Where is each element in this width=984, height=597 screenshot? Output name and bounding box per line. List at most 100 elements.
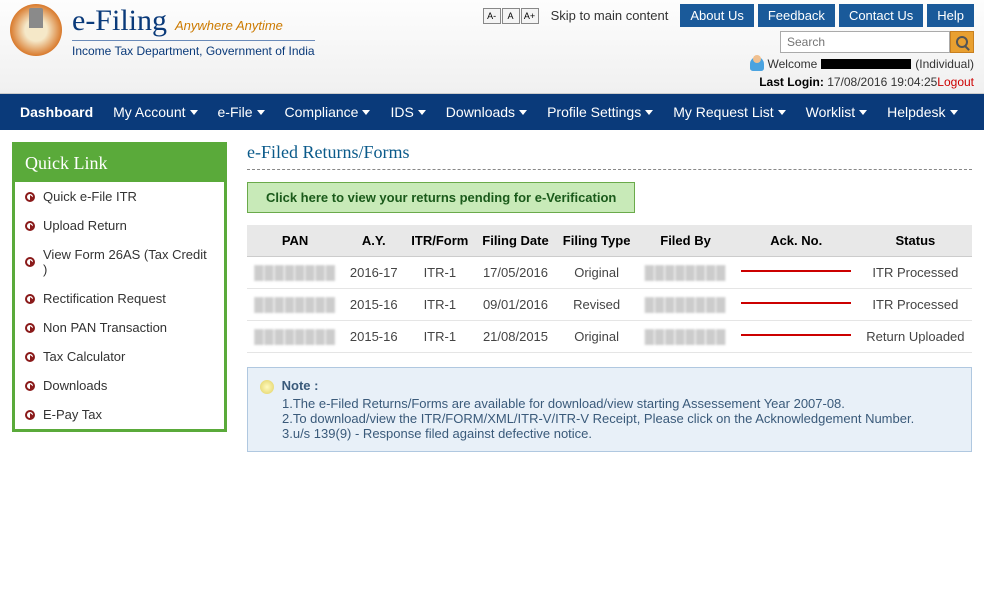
sidebar-title: Quick Link — [15, 145, 224, 182]
sidebar-item[interactable]: View Form 26AS (Tax Credit ) — [15, 240, 224, 284]
bullet-icon — [25, 257, 35, 267]
sidebar-item[interactable]: E-Pay Tax — [15, 400, 224, 429]
table-header-row: PANA.Y.ITR/FormFiling DateFiling TypeFil… — [247, 225, 972, 257]
contact-us-button[interactable]: Contact Us — [839, 4, 923, 27]
table-header: Ack. No. — [734, 225, 859, 257]
last-login-value: 17/08/2016 19:04:25 — [827, 75, 937, 89]
bullet-icon — [25, 192, 35, 202]
nav-item-my-account[interactable]: My Account — [103, 94, 207, 130]
ack-link[interactable] — [741, 329, 851, 341]
nav-item-dashboard[interactable]: Dashboard — [10, 94, 103, 130]
pan-cell: ████████ — [247, 321, 343, 353]
sidebar-item[interactable]: Non PAN Transaction — [15, 313, 224, 342]
nav-item-helpdesk[interactable]: Helpdesk — [877, 94, 967, 130]
sidebar-item[interactable]: Rectification Request — [15, 284, 224, 313]
user-icon — [750, 57, 764, 71]
caret-icon — [645, 110, 653, 115]
caret-icon — [859, 110, 867, 115]
table-row: ████████2016-17ITR-117/05/2016Original██… — [247, 257, 972, 289]
sidebar-item-label: Tax Calculator — [43, 349, 125, 364]
ack-link[interactable] — [741, 297, 851, 309]
sidebar-item-label: View Form 26AS (Tax Credit ) — [43, 247, 214, 277]
logout-link[interactable]: Logout — [937, 75, 974, 89]
status-cell: ITR Processed — [859, 289, 972, 321]
nav-item-e-file[interactable]: e-File — [208, 94, 275, 130]
sidebar-item[interactable]: Quick e-File ITR — [15, 182, 224, 211]
user-type: (Individual) — [915, 57, 974, 71]
nav-item-my-request-list[interactable]: My Request List — [663, 94, 795, 130]
status-cell: ITR Processed — [859, 257, 972, 289]
ack-cell[interactable] — [734, 289, 859, 321]
sidebar-item[interactable]: Upload Return — [15, 211, 224, 240]
table-row: ████████2015-16ITR-109/01/2016Revised███… — [247, 289, 972, 321]
sidebar-item[interactable]: Tax Calculator — [15, 342, 224, 371]
table-header: A.Y. — [343, 225, 404, 257]
ack-cell[interactable] — [734, 257, 859, 289]
ack-link[interactable] — [741, 265, 851, 277]
bullet-icon — [25, 352, 35, 362]
table-header: Filing Type — [556, 225, 638, 257]
table-header: ITR/Form — [404, 225, 475, 257]
brand-title: e-Filing — [72, 4, 167, 38]
sidebar-item-label: Quick e-File ITR — [43, 189, 137, 204]
bullet-icon — [25, 410, 35, 420]
sidebar-item-label: E-Pay Tax — [43, 407, 102, 422]
filedby-cell: ████████ — [637, 289, 733, 321]
nav-item-downloads[interactable]: Downloads — [436, 94, 537, 130]
search-button[interactable] — [950, 31, 974, 53]
caret-icon — [362, 110, 370, 115]
help-button[interactable]: Help — [927, 4, 974, 27]
ay-cell: 2015-16 — [343, 321, 404, 353]
ay-cell: 2016-17 — [343, 257, 404, 289]
search-row — [780, 31, 974, 53]
last-login-label: Last Login: — [759, 75, 827, 89]
nav-item-ids[interactable]: IDS — [380, 94, 435, 130]
brand-subtitle: Income Tax Department, Government of Ind… — [72, 40, 315, 58]
sidebar-item[interactable]: Downloads — [15, 371, 224, 400]
sidebar-item-label: Rectification Request — [43, 291, 166, 306]
form-cell: ITR-1 — [404, 321, 475, 353]
main: e-Filed Returns/Forms Click here to view… — [247, 142, 972, 452]
caret-icon — [418, 110, 426, 115]
search-icon — [956, 36, 968, 48]
sidebar-item-label: Non PAN Transaction — [43, 320, 167, 335]
pan-cell: ████████ — [247, 289, 343, 321]
bullet-icon — [25, 294, 35, 304]
sidebar-list: Quick e-File ITR Upload Return View Form 2… — [15, 182, 224, 429]
emblem-icon — [10, 4, 62, 56]
ack-cell[interactable] — [734, 321, 859, 353]
bullet-icon — [25, 323, 35, 333]
font-increase-button[interactable]: A+ — [521, 8, 539, 24]
font-decrease-button[interactable]: A- — [483, 8, 501, 24]
welcome-prefix: Welcome — [768, 57, 818, 71]
nav-bar: DashboardMy Accounte-FileComplianceIDSDo… — [0, 94, 984, 130]
table-header: Status — [859, 225, 972, 257]
nav-item-profile-settings[interactable]: Profile Settings — [537, 94, 663, 130]
date-cell: 09/01/2016 — [475, 289, 556, 321]
sidebar-item-label: Downloads — [43, 378, 107, 393]
top-bar: e-Filing Anywhere Anytime Income Tax Dep… — [0, 0, 984, 94]
filedby-cell: ████████ — [637, 257, 733, 289]
table-header: Filed By — [637, 225, 733, 257]
about-us-button[interactable]: About Us — [680, 4, 753, 27]
skip-link[interactable]: Skip to main content — [551, 8, 669, 23]
search-input[interactable] — [780, 31, 950, 53]
font-size-controls: A- A A+ — [483, 8, 539, 24]
user-welcome-row: Welcome (Individual) — [750, 57, 975, 71]
form-cell: ITR-1 — [404, 257, 475, 289]
user-name-redacted — [821, 59, 911, 69]
nav-item-compliance[interactable]: Compliance — [275, 94, 381, 130]
nav-item-worklist[interactable]: Worklist — [796, 94, 878, 130]
ay-cell: 2015-16 — [343, 289, 404, 321]
content: Quick Link Quick e-File ITR Upload Return… — [0, 130, 984, 464]
caret-icon — [950, 110, 958, 115]
feedback-button[interactable]: Feedback — [758, 4, 835, 27]
table-header: Filing Date — [475, 225, 556, 257]
verify-pending-button[interactable]: Click here to view your returns pending … — [247, 182, 635, 213]
note-line: 3.u/s 139(9) - Response filed against de… — [282, 426, 959, 441]
brand: e-Filing Anywhere Anytime Income Tax Dep… — [72, 4, 315, 58]
sidebar-item-label: Upload Return — [43, 218, 127, 233]
caret-icon — [778, 110, 786, 115]
font-normal-button[interactable]: A — [502, 8, 520, 24]
caret-icon — [519, 110, 527, 115]
